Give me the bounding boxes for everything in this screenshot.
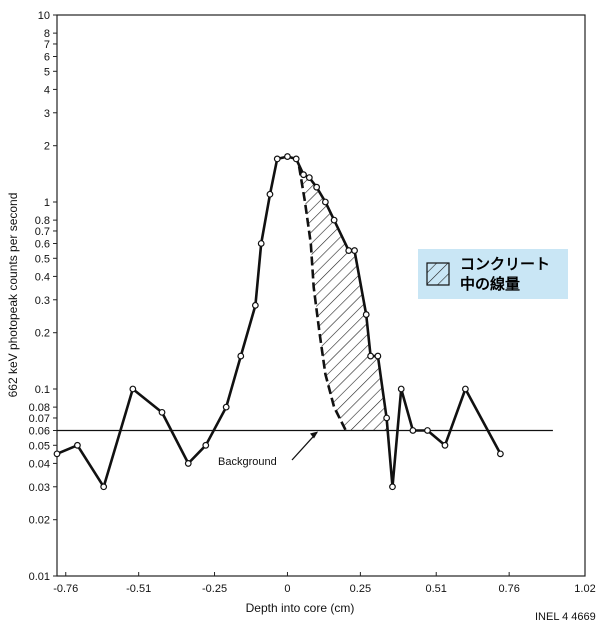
y-tick-label: 10 [38,10,50,22]
y-tick-label: 0.1 [35,384,50,396]
data-point [158,408,166,416]
x-tick-label: 1.02 [574,583,595,595]
hatched-region [296,158,389,432]
data-point [305,174,313,182]
data-point [313,183,321,191]
y-tick-label: 6 [44,51,50,63]
data-point [351,247,358,254]
data-point [129,385,137,393]
data-point [389,483,396,491]
y-axis-title: 662 keV photopeak counts per second [6,193,20,398]
data-point [383,414,391,422]
y-axis-ticks: 0.01 0.02 0.03 0.04 0.05 0.060.070.08 0.1 0.2 0.… [29,10,57,583]
data-point [292,155,300,163]
data-point [374,352,382,360]
y-tick-label: 0.03 [29,482,50,494]
data-point [222,403,230,411]
x-axis-title: Depth into core (cm) [246,601,355,615]
y-tick-label: 0.05 [29,440,50,452]
y-tick-label: 0.02 [29,515,50,527]
data-point [74,441,81,449]
y-tick-label: 0.08 [29,402,50,414]
data-point [345,247,353,254]
data-point [330,216,338,224]
y-tick-label: 0.8 [35,215,50,227]
y-tick-label: 0.4 [35,271,50,283]
figure-id-note: INEL 4 4669 [535,611,596,623]
y-tick-label: 0.5 [35,253,50,265]
legend-box: コンクリート 中の線量 [418,249,568,299]
legend-hatch-swatch [426,262,450,286]
y-tick-label: 0.3 [35,295,50,307]
x-tick-label: -0.76 [53,583,78,595]
data-point [184,460,192,467]
y-tick-label: 0.6 [35,238,50,250]
x-tick-label: -0.25 [202,583,227,595]
y-tick-label: 0.7 [35,226,50,238]
y-tick-label: 0.06 [29,425,50,437]
hatched-area [296,158,389,431]
data-point [257,240,265,247]
y-tick-label: 5 [44,66,50,78]
data-point [202,441,210,449]
data-point [273,155,281,163]
y-tick-label: 2 [44,141,50,153]
data-point [397,385,405,393]
data-points-group [53,153,504,491]
data-point [441,441,449,449]
background-arrow [291,432,318,461]
background-label: Background [218,456,277,468]
y-tick-label: 7 [44,39,50,51]
data-point [362,311,370,318]
background-arrowhead [310,431,318,439]
plot-frame [56,14,586,577]
data-point [284,153,291,160]
x-tick-label: 0 [284,583,290,595]
series-line-group [56,155,502,489]
data-point [266,190,274,198]
data-point [367,352,374,360]
data-point [409,427,417,434]
y-tick-label: 1 [44,197,50,209]
y-tick-label: 4 [44,84,50,96]
y-tick-label: 3 [44,108,50,120]
background-line-group [57,429,553,461]
legend-label: コンクリート 中の線量 [460,255,551,293]
data-point [53,450,61,458]
data-point [424,427,431,434]
y-tick-label: 0.04 [29,458,50,470]
data-point [251,301,259,309]
x-tick-label: 0.51 [426,583,447,595]
data-point [237,352,245,360]
y-tick-label: 0.2 [35,328,50,340]
x-axis-ticks: -0.76 -0.51 -0.25 0 0.25 0.51 0.76 1.02 [53,572,596,595]
data-point [321,198,329,206]
y-tick-label: 0.07 [29,413,50,425]
x-tick-label: 0.76 [498,583,519,595]
data-point [100,483,108,491]
hatched-lower-edge [297,166,347,432]
y-tick-label: 8 [44,28,50,40]
data-point [300,171,307,179]
series-line [56,155,502,489]
x-tick-label: -0.51 [126,583,151,595]
x-tick-label: 0.25 [350,583,371,595]
data-point [461,385,469,393]
y-tick-label: 0.01 [29,571,50,583]
data-point [497,450,504,458]
